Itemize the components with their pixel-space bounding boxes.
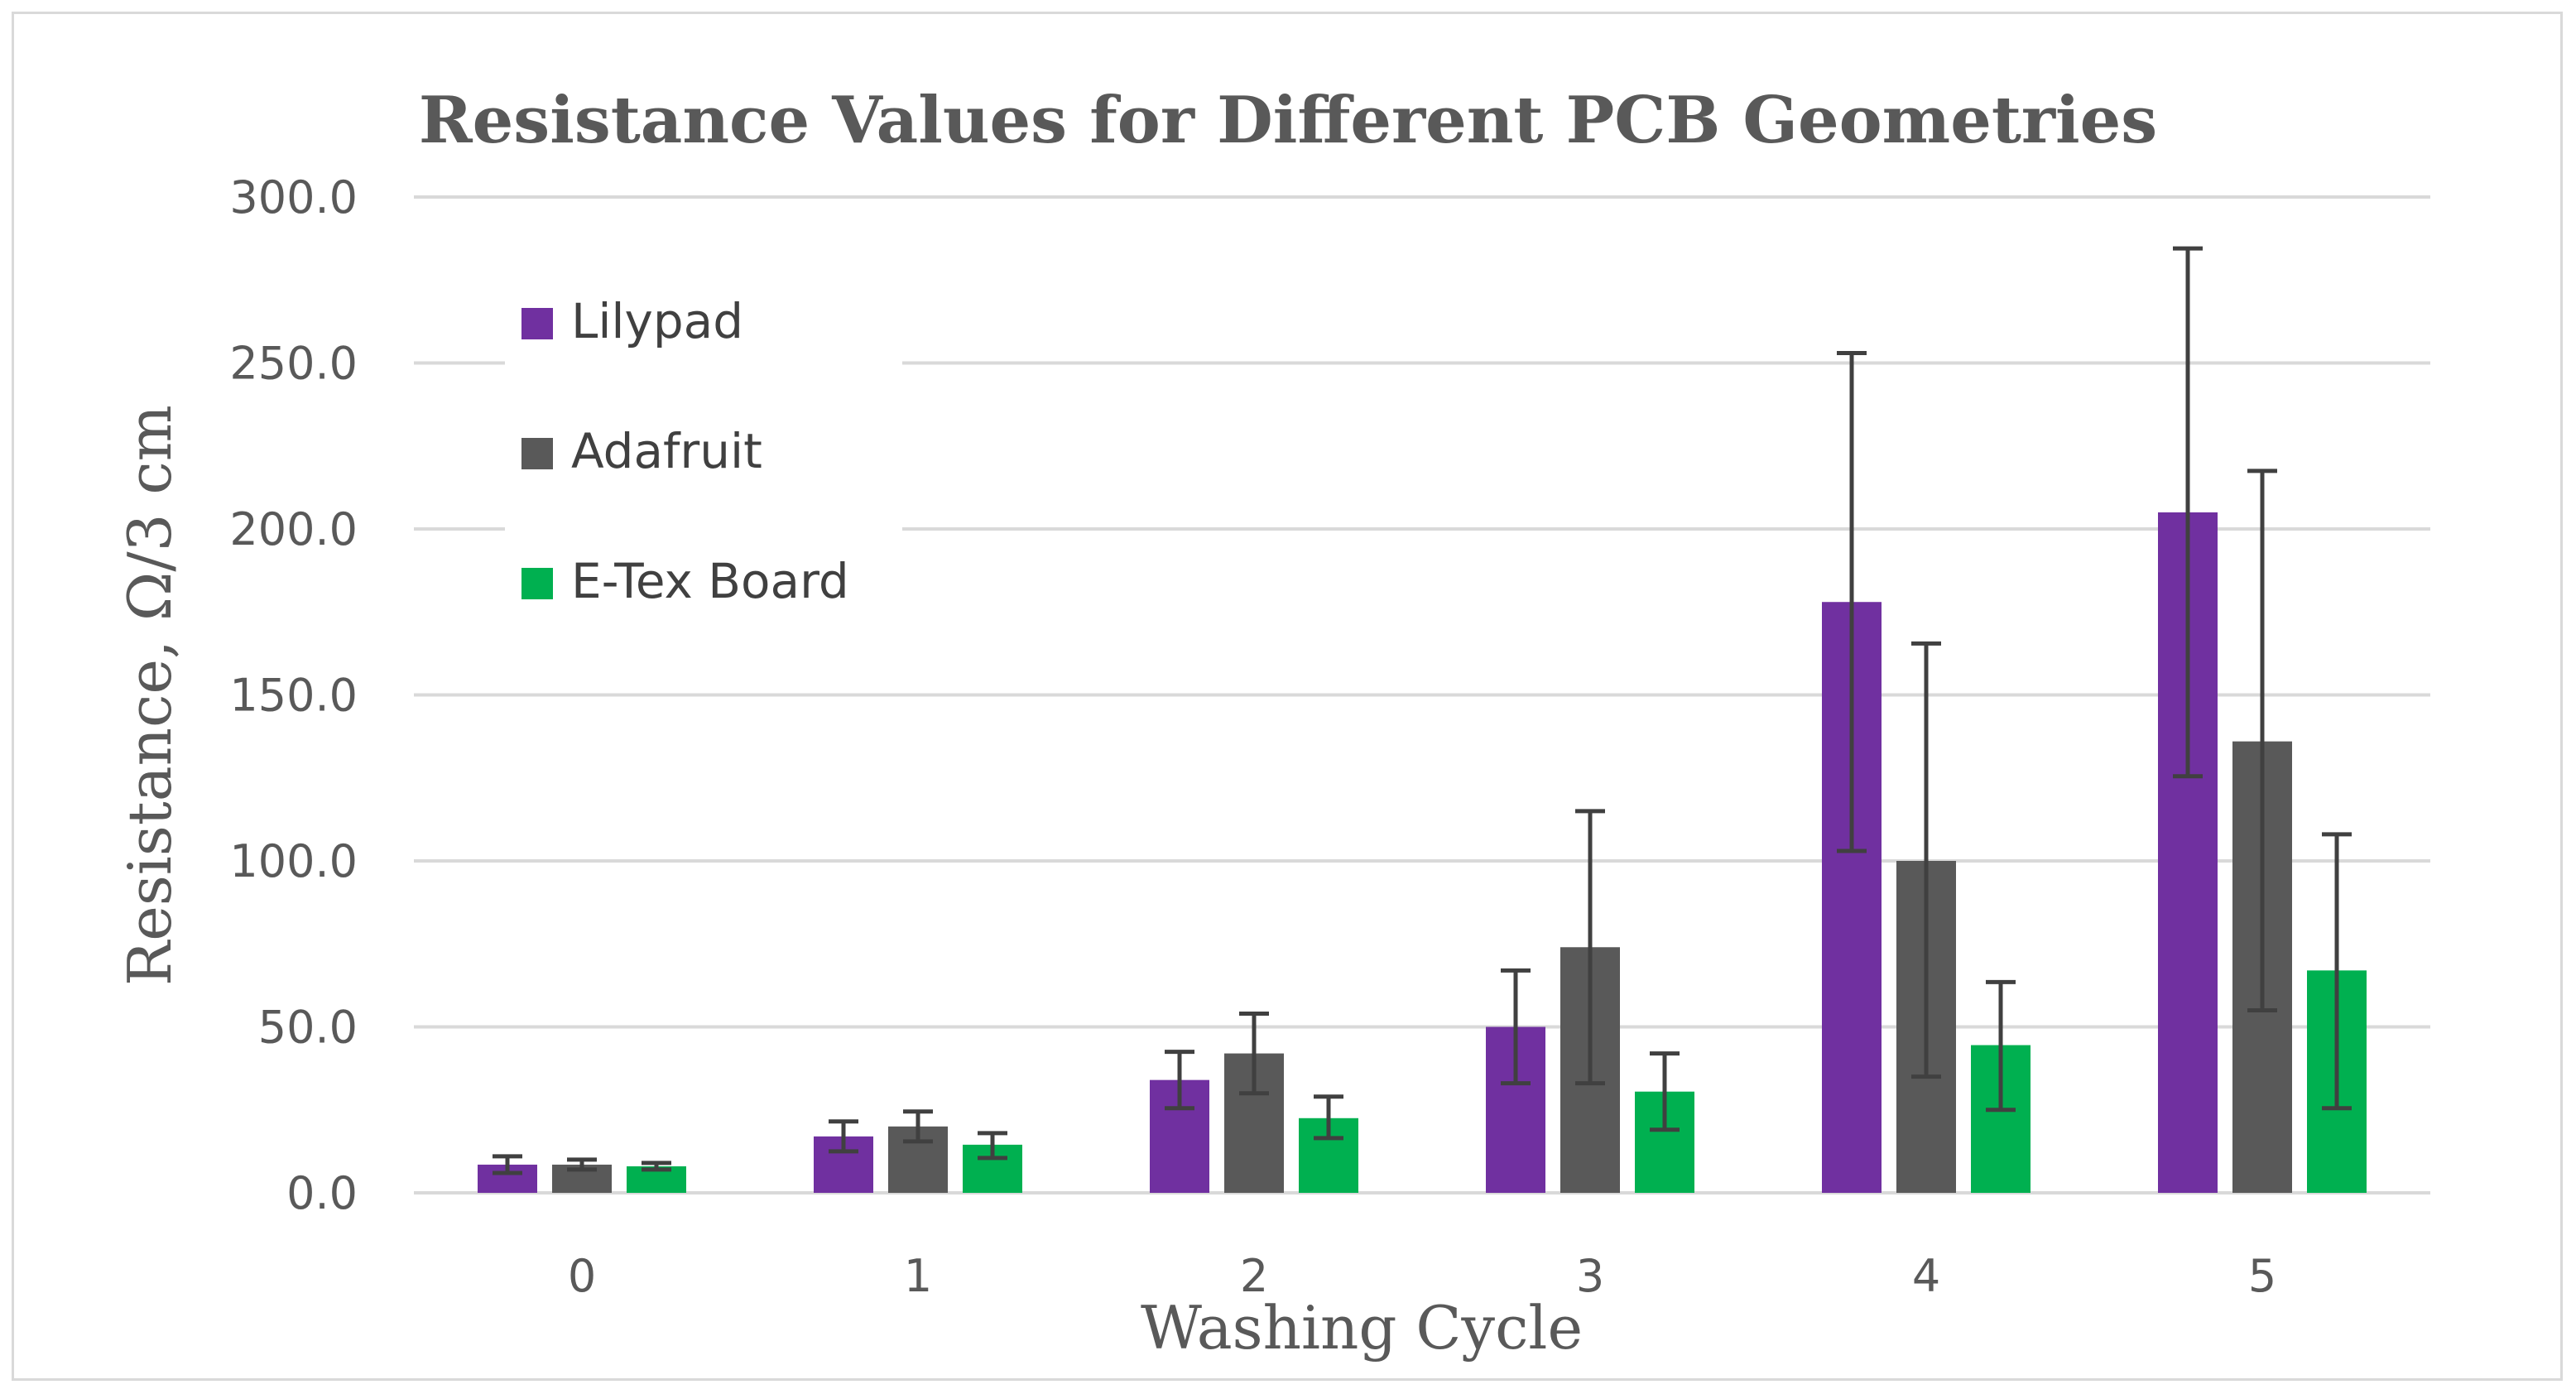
y-tick-label: 100.0 xyxy=(229,835,358,887)
legend-swatch xyxy=(521,438,553,469)
x-axis-title: Washing Cycle xyxy=(1141,1293,1583,1363)
legend-item: Lilypad xyxy=(521,293,743,349)
y-axis-ticks: 0.0 50.0 100.0 150.0 200.0 250.0 300.0 xyxy=(229,171,358,1219)
error-bar xyxy=(642,1161,671,1172)
x-tick-label: 0 xyxy=(568,1250,596,1302)
error-bar xyxy=(567,1157,597,1172)
legend: Lilypad Adafruit E-Tex Board xyxy=(505,263,902,627)
error-bar xyxy=(2173,246,2203,779)
error-bar xyxy=(1911,641,1941,1079)
y-tick-label: 300.0 xyxy=(229,171,358,224)
error-bar xyxy=(1837,350,1867,853)
x-tick-label: 1 xyxy=(904,1250,932,1302)
error-bar xyxy=(1165,1050,1194,1111)
legend-swatch xyxy=(521,308,553,339)
error-bar xyxy=(1314,1094,1343,1141)
legend-background xyxy=(505,263,902,627)
error-bar xyxy=(2247,469,2277,1012)
y-tick-label: 150.0 xyxy=(229,670,358,722)
y-tick-label: 0.0 xyxy=(286,1167,358,1219)
error-bar xyxy=(829,1119,858,1154)
legend-item: E-Tex Board xyxy=(521,553,849,609)
y-tick-label: 200.0 xyxy=(229,503,358,555)
error-bar xyxy=(903,1109,933,1144)
error-bar xyxy=(493,1154,522,1175)
y-axis-title: Resistance, Ω/3 cm xyxy=(115,405,185,986)
legend-item: Adafruit xyxy=(521,423,762,479)
error-bar xyxy=(2322,832,2352,1111)
y-tick-label: 250.0 xyxy=(229,338,358,390)
error-bar xyxy=(1575,809,1605,1086)
legend-swatch xyxy=(521,568,553,599)
x-axis-ticks: 0 1 2 3 4 5 xyxy=(568,1250,2276,1302)
legend-label: Lilypad xyxy=(571,293,743,349)
x-tick-label: 4 xyxy=(1912,1250,1940,1302)
chart-title: Resistance Values for Different PCB Geom… xyxy=(419,83,2157,158)
x-tick-label: 2 xyxy=(1240,1250,1268,1302)
y-tick-label: 50.0 xyxy=(258,1002,358,1054)
error-bars xyxy=(493,246,2352,1175)
error-bar xyxy=(1650,1051,1680,1132)
x-tick-label: 3 xyxy=(1576,1250,1604,1302)
x-tick-label: 5 xyxy=(2248,1250,2276,1302)
error-bar xyxy=(1986,979,2016,1113)
error-bar xyxy=(978,1131,1007,1161)
legend-label: Adafruit xyxy=(571,423,762,479)
error-bar xyxy=(1239,1011,1269,1096)
legend-label: E-Tex Board xyxy=(571,553,849,609)
error-bar xyxy=(1501,968,1531,1086)
